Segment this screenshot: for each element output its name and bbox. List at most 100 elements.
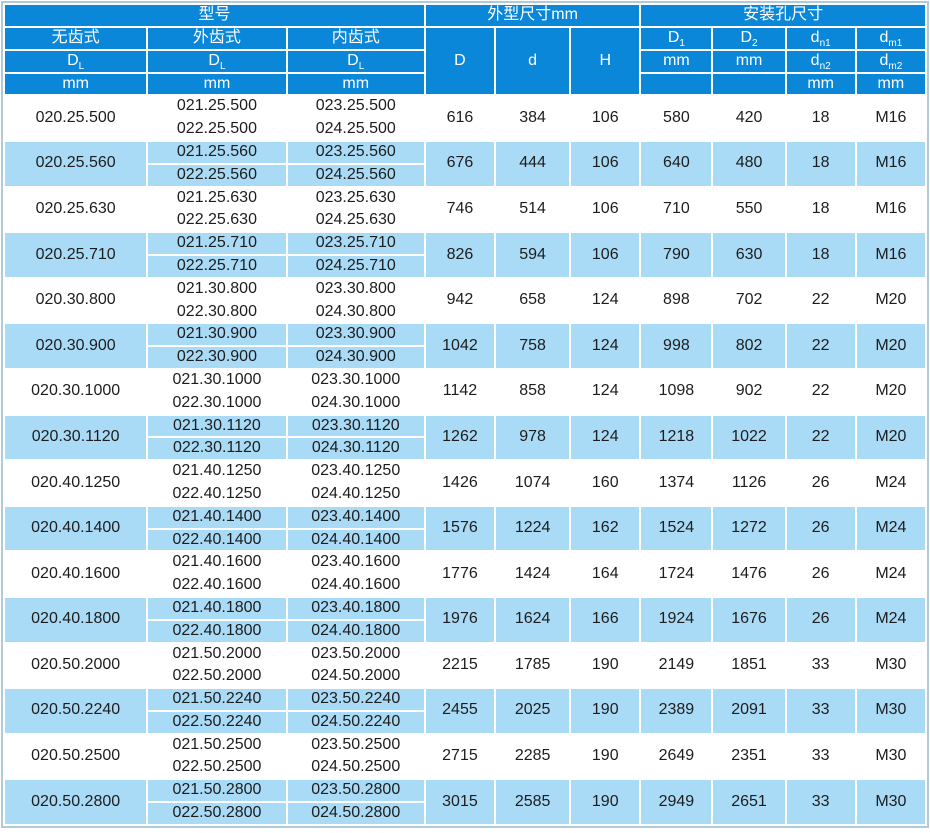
model-toothless-cell: 020.40.1600 xyxy=(2,550,149,598)
value-d-cell: 444 xyxy=(494,139,572,188)
model-internal-cell: 023.50.2500 xyxy=(285,732,426,758)
model-internal-cell: 024.40.1400 xyxy=(285,527,426,553)
value-D1-cell: 1924 xyxy=(639,595,714,644)
value-dn-cell: 26 xyxy=(784,459,857,507)
value-dm-cell: M24 xyxy=(854,504,928,553)
model-external-cell: 022.30.1120 xyxy=(146,436,288,462)
model-internal-cell: 023.50.2800 xyxy=(285,778,426,804)
table-subrow: 022.30.1120 024.30.1120 xyxy=(4,436,926,462)
value-D2-cell: 2091 xyxy=(711,687,787,735)
table-subrow: 022.50.2240 024.50.2240 xyxy=(4,709,926,735)
model-external-cell: 021.50.2240 xyxy=(146,687,288,712)
unit-mm-toothless: mm xyxy=(2,71,149,97)
model-internal-cell: 023.30.1000 xyxy=(285,367,426,393)
model-external-cell: 022.25.560 xyxy=(146,162,288,188)
value-D-cell: 1262 xyxy=(423,413,497,462)
value-D2-cell: 1851 xyxy=(711,641,787,690)
model-internal-cell: 024.40.1600 xyxy=(285,573,426,598)
value-H-cell: 124 xyxy=(569,413,642,462)
unit-mm-dm: mm xyxy=(854,71,928,97)
value-D2-cell: 702 xyxy=(711,276,787,325)
model-toothless-cell: 020.40.1400 xyxy=(2,504,149,553)
value-H-cell: 164 xyxy=(569,550,642,598)
value-dn-cell: 18 xyxy=(784,94,857,142)
value-d-cell: 858 xyxy=(494,367,572,416)
model-internal-cell: 023.25.500 xyxy=(285,94,426,120)
table-row: 020.50.2000 021.50.2000 023.50.2000 2215 178… xyxy=(2,641,928,690)
value-dm-cell: M30 xyxy=(854,641,928,690)
value-d-cell: 1624 xyxy=(494,595,572,644)
table-row: 020.30.1120 021.30.1120 023.30.1120 1262 978… xyxy=(2,413,928,462)
value-dn-cell: 22 xyxy=(784,367,857,416)
group-header-outline-dimensions: 外型尺寸mm xyxy=(423,3,642,28)
value-d-cell: 1224 xyxy=(494,504,572,553)
model-external-cell: 021.40.1250 xyxy=(146,459,288,484)
value-H-cell: 106 xyxy=(569,231,642,279)
value-H-cell: 106 xyxy=(569,139,642,188)
value-H-cell: 124 xyxy=(569,322,642,370)
model-internal-cell: 024.30.800 xyxy=(285,299,426,325)
value-dn-cell: 22 xyxy=(784,276,857,325)
model-external-cell: 021.30.1120 xyxy=(146,413,288,439)
model-external-cell: 021.30.1000 xyxy=(146,367,288,393)
table-row: 020.50.2500 021.50.2500 023.50.2500 2715 228… xyxy=(2,732,928,781)
value-d-cell: 758 xyxy=(494,322,572,370)
value-dm-cell: M20 xyxy=(854,367,928,416)
model-internal-cell: 023.25.710 xyxy=(285,231,426,256)
header-group-row: 型号 外型尺寸mm 安装孔尺寸 xyxy=(3,3,927,28)
value-d-cell: 1785 xyxy=(494,641,572,690)
table-subrow: 022.25.710 024.25.710 xyxy=(4,253,926,279)
value-H-cell: 190 xyxy=(569,641,642,690)
model-toothless-cell: 020.40.1800 xyxy=(2,595,149,644)
model-external-cell: 021.40.1600 xyxy=(146,550,288,576)
value-dm-cell: M16 xyxy=(854,185,928,234)
value-D1-cell: 580 xyxy=(639,94,714,142)
model-internal-cell: 024.50.2000 xyxy=(285,664,426,690)
model-external-cell: 021.30.900 xyxy=(146,322,288,348)
value-D1-cell: 1524 xyxy=(639,504,714,553)
model-toothless-cell: 020.25.500 xyxy=(2,94,149,142)
model-internal-cell: 024.40.1800 xyxy=(285,618,426,644)
model-external-cell: 021.50.2800 xyxy=(146,778,288,804)
value-dn-cell: 33 xyxy=(784,732,857,781)
value-D-cell: 2215 xyxy=(423,641,497,690)
value-H-cell: 166 xyxy=(569,595,642,644)
value-D-cell: 1576 xyxy=(423,504,497,553)
value-D1-cell: 2389 xyxy=(639,687,714,735)
table-subrow: 022.30.1000 024.30.1000 xyxy=(4,390,926,416)
value-D2-cell: 1022 xyxy=(711,413,787,462)
table-subrow: 022.40.1250 024.40.1250 xyxy=(4,481,926,507)
value-D2-cell: 1476 xyxy=(711,550,787,598)
table-row: 020.50.2800 021.50.2800 023.50.2800 3015 258… xyxy=(2,778,928,826)
col-header-dl-toothless: DL xyxy=(2,48,149,74)
value-D2-cell: 902 xyxy=(711,367,787,416)
col-header-D: D xyxy=(423,25,497,97)
value-H-cell: 190 xyxy=(569,687,642,735)
value-H-cell: 162 xyxy=(569,504,642,553)
value-D2-cell: 2651 xyxy=(711,778,787,826)
model-toothless-cell: 020.50.2000 xyxy=(2,641,149,690)
table-row: 020.25.630 021.25.630 023.25.630 746 514 106 7… xyxy=(2,185,928,234)
model-internal-cell: 024.50.2800 xyxy=(285,801,426,826)
model-internal-cell: 024.40.1250 xyxy=(285,481,426,507)
model-internal-cell: 023.40.1250 xyxy=(285,459,426,484)
value-dn-cell: 33 xyxy=(784,641,857,690)
model-external-cell: 021.25.500 xyxy=(146,94,288,120)
group-header-mounting-holes: 安装孔尺寸 xyxy=(639,3,927,28)
model-internal-cell: 023.40.1400 xyxy=(285,504,426,530)
value-d-cell: 2585 xyxy=(494,778,572,826)
header-subrow-2: DL DL DL mm mm dn2 dm2 xyxy=(2,48,928,74)
value-H-cell: 124 xyxy=(569,367,642,416)
value-H-cell: 106 xyxy=(569,185,642,234)
model-external-cell: 022.50.2500 xyxy=(146,755,288,781)
model-toothless-cell: 020.25.560 xyxy=(2,139,149,188)
model-internal-cell: 023.30.1120 xyxy=(285,413,426,439)
col-header-dn2: dn2 xyxy=(784,48,857,74)
model-external-cell: 021.40.1400 xyxy=(146,504,288,530)
value-d-cell: 514 xyxy=(494,185,572,234)
value-d-cell: 384 xyxy=(494,94,572,142)
model-external-cell: 021.30.800 xyxy=(146,276,288,302)
header-subrow-1: 无齿式 外齿式 内齿式 D d H D1 D2 dn1 dm1 xyxy=(2,25,928,97)
col-header-toothless: 无齿式 xyxy=(2,25,149,51)
